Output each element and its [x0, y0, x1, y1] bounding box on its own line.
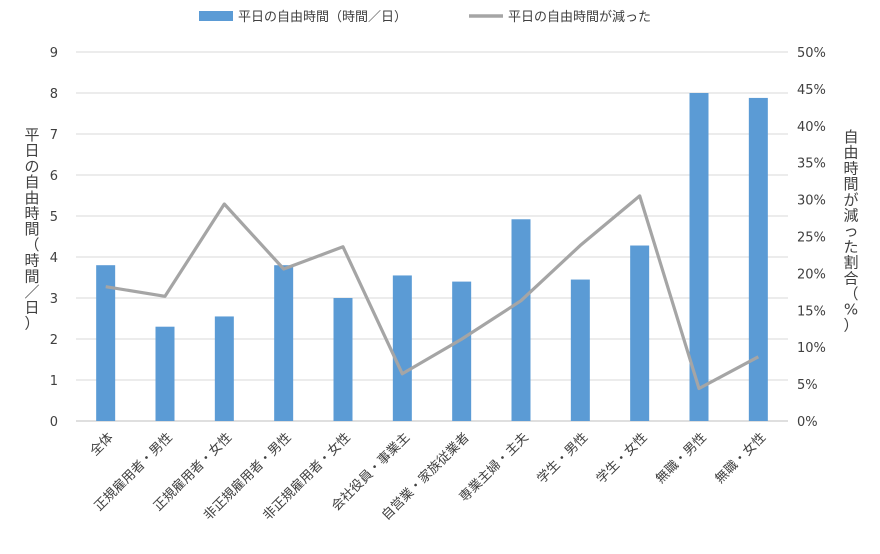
legend: 平日の自由時間（時間／日） 平日の自由時間が減った: [199, 9, 651, 25]
left-axis-ticks: 0 1 2 3 4 5 6 7 8 9: [50, 46, 58, 430]
legend-label-line: 平日の自由時間が減った: [508, 9, 651, 25]
bar: [155, 326, 175, 421]
y-right-tick-label: 5%: [797, 378, 818, 393]
y-left-axis-title: 平日の自由時間（時間／日）: [24, 126, 39, 332]
y-right-tick-label: 25%: [797, 231, 826, 246]
bar: [748, 97, 768, 422]
right-axis-ticks: 0% 5% 10% 15% 20% 25% 30% 35% 40% 45% 50%: [797, 46, 826, 430]
y-right-tick-label: 50%: [797, 46, 826, 61]
y-left-tick-label: 9: [50, 46, 58, 61]
bar: [214, 316, 234, 421]
bar: [96, 265, 116, 421]
y-right-tick-label: 30%: [797, 194, 826, 209]
y-left-tick-label: 5: [50, 210, 58, 225]
gridlines: [76, 51, 788, 422]
legend-label-bar: 平日の自由時間（時間／日）: [238, 10, 407, 25]
y-right-tick-label: 40%: [797, 120, 826, 135]
bar: [511, 219, 531, 421]
bar: [452, 281, 472, 421]
bar: [570, 279, 590, 421]
y-left-tick-label: 6: [50, 169, 58, 184]
category-label: 全体: [87, 430, 117, 460]
y-left-tick-label: 8: [50, 87, 58, 102]
y-right-tick-label: 35%: [797, 157, 826, 172]
bar: [274, 265, 294, 421]
y-left-tick-label: 2: [50, 333, 58, 348]
y-left-tick-label: 4: [50, 251, 58, 266]
y-left-tick-label: 1: [50, 374, 58, 389]
y-right-tick-label: 10%: [797, 341, 826, 356]
series-line: [105, 194, 760, 391]
category-label: 学生・女性: [593, 430, 650, 487]
bar: [630, 245, 650, 421]
bar: [333, 298, 353, 421]
bar-series: [96, 93, 768, 422]
category-label: 無職・男性: [653, 430, 710, 487]
y-left-tick-label: 3: [50, 292, 58, 307]
line-series: [105, 194, 760, 391]
y-left-tick-label: 7: [50, 128, 58, 143]
y-right-tick-label: 0%: [797, 415, 818, 430]
bar: [392, 275, 412, 421]
bar: [689, 93, 709, 421]
y-right-tick-label: 45%: [797, 83, 826, 98]
legend-swatch-bar: [199, 11, 233, 21]
axis-titles: 平日の自由時間（時間／日） 自由時間が減った割合（%）: [24, 126, 858, 334]
category-label: 無職・女性: [712, 430, 769, 487]
y-right-axis-title: 自由時間が減った割合（%）: [843, 128, 858, 334]
y-left-tick-label: 0: [50, 415, 58, 430]
category-label: 学生・男性: [534, 430, 591, 487]
y-right-tick-label: 20%: [797, 267, 826, 282]
category-labels: 全体正規雇用者・男性正規雇用者・女性非正規雇用者・男性非正規雇用者・女性会社役員…: [87, 430, 769, 524]
y-right-tick-label: 15%: [797, 304, 826, 319]
